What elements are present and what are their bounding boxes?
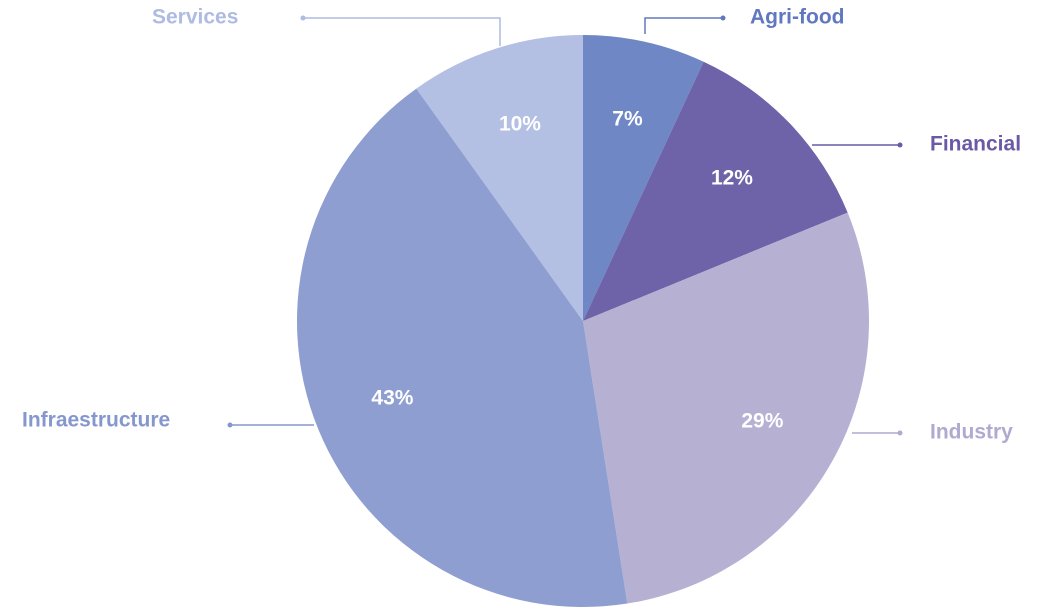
slice-label: 7% — [612, 107, 643, 130]
leader-dot — [227, 422, 233, 428]
legend-label: Services — [152, 6, 238, 29]
leader-dot — [897, 430, 903, 436]
pie-slice — [583, 212, 869, 604]
slice-label: 10% — [499, 113, 541, 136]
pie-slice — [416, 35, 583, 321]
legend-label: Infraestructure — [22, 409, 170, 432]
slice-label: 43% — [371, 387, 413, 410]
pie-slice — [296, 88, 628, 607]
slice-label: 29% — [741, 410, 783, 433]
leader-dot — [897, 142, 903, 148]
leader-line — [303, 17, 501, 46]
pie-slice — [583, 61, 848, 321]
pie-slice — [583, 35, 704, 321]
leader-dot — [300, 15, 306, 21]
legend-label: Financial — [930, 133, 1021, 156]
leader-line — [644, 17, 723, 34]
legend-label: Industry — [930, 421, 1013, 444]
leader-dot — [720, 15, 726, 21]
legend-label: Agri-food — [750, 6, 844, 29]
slice-label: 12% — [711, 166, 753, 189]
